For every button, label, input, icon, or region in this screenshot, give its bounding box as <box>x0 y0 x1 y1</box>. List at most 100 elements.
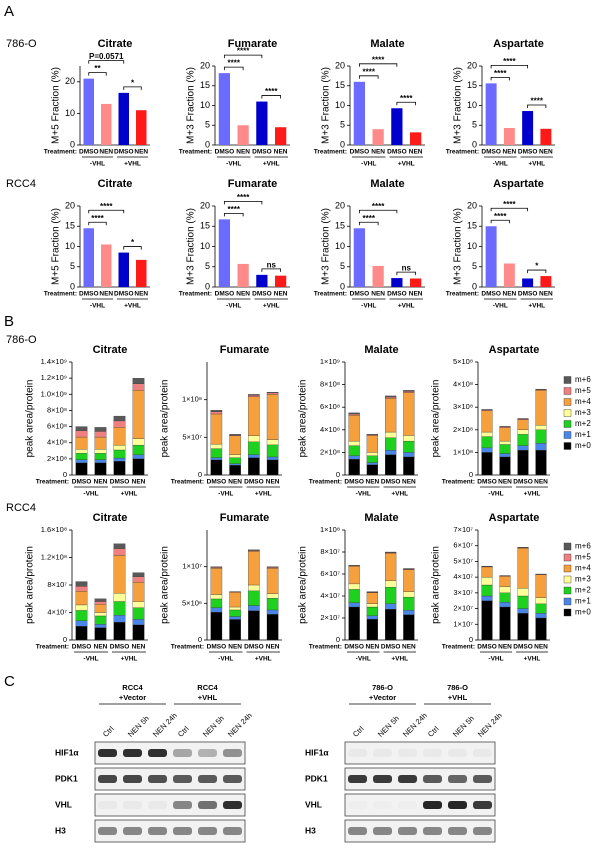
blot-band <box>173 801 192 809</box>
group-label: -VHL <box>488 491 503 498</box>
significance-label: **** <box>228 205 241 214</box>
x-axis-label: Treatment: <box>44 291 77 298</box>
bar-segment <box>481 595 493 601</box>
blot-band <box>123 775 142 783</box>
bar-segment <box>535 617 547 641</box>
x-tick-label: NEN <box>371 291 385 298</box>
bar-segment <box>403 435 415 442</box>
y-tick-label: 15 <box>467 221 477 231</box>
y-tick-label: 0 <box>70 281 75 291</box>
significance-label: ns <box>402 264 412 273</box>
x-tick-label: NEN <box>498 479 512 486</box>
significance-label: * <box>131 238 135 247</box>
blot-band <box>423 827 442 835</box>
x-tick-label: DMSO <box>518 149 538 156</box>
blot-frame <box>344 741 496 765</box>
bar-segment <box>535 443 547 451</box>
y-tick-label: 2×10⁸ <box>320 447 340 456</box>
bar-segment <box>403 596 415 611</box>
bar-segment <box>384 449 397 455</box>
x-tick-label: NEN <box>236 149 250 156</box>
blot-frame <box>94 767 246 791</box>
blot-band <box>123 749 142 757</box>
blot-band <box>173 749 192 757</box>
y-tick-label: 1.4×10⁹ <box>41 357 67 366</box>
bar-segment <box>517 608 529 614</box>
y-tick-label: 0 <box>63 635 67 644</box>
y-tick-label: 0 <box>63 470 67 479</box>
chart-title: Aspartate <box>493 38 544 50</box>
significance-label: **** <box>363 214 376 223</box>
y-axis-label: peak area/protein <box>25 380 36 458</box>
blot-band <box>398 749 417 757</box>
x-axis-label: Treatment: <box>309 644 342 651</box>
bar-segment <box>229 619 241 641</box>
x-tick-label: NEN <box>99 291 113 298</box>
blot-band <box>448 775 467 783</box>
significance-label: **** <box>531 97 544 106</box>
significance-bracket <box>123 246 142 250</box>
bar-segment <box>229 463 241 466</box>
bar-segment <box>499 440 511 445</box>
lane-label: NEN 5h <box>126 714 151 739</box>
lane-label: NEN 5h <box>201 714 226 739</box>
y-tick-label: 0 <box>198 635 202 644</box>
blot-band <box>98 749 117 757</box>
legend-label: m+4 <box>575 397 591 406</box>
x-axis-label: Treatment: <box>442 479 475 486</box>
bar-segment <box>132 444 145 455</box>
x-tick-label: DMSO <box>72 479 92 486</box>
bar-segment <box>266 392 279 395</box>
bar-segment <box>348 414 360 442</box>
bar <box>522 278 534 287</box>
bar-segment <box>94 459 107 464</box>
y-tick-label: 20 <box>65 76 75 86</box>
legend-label: m+1 <box>575 430 591 439</box>
group-label: -VHL <box>90 303 105 310</box>
bar-segment <box>113 461 126 476</box>
bar-segment <box>366 455 378 463</box>
x-axis-label: Treatment: <box>314 291 347 298</box>
group-label: -VHL <box>218 491 233 498</box>
significance-bracket <box>358 209 398 214</box>
bar-segment <box>113 593 126 602</box>
y-tick-label: 6×10⁸ <box>47 422 67 431</box>
y-tick-label: 20 <box>467 60 477 70</box>
bar-segment <box>132 458 145 476</box>
bar <box>118 252 129 287</box>
y-tick-label: 0 <box>70 139 75 149</box>
blot-band <box>148 827 167 835</box>
group-header: +VHL <box>198 693 218 702</box>
x-tick-label: NEN <box>94 479 108 486</box>
bar-segment <box>384 431 397 438</box>
x-tick-label: DMSO <box>387 149 407 156</box>
bar-segment <box>517 595 529 609</box>
x-axis-label: Treatment: <box>309 479 342 486</box>
y-tick-label: 4×10⁷ <box>320 591 340 600</box>
blot-frame <box>344 819 496 843</box>
x-tick-label: DMSO <box>381 479 401 486</box>
bar-segment <box>499 456 511 476</box>
chart-title: Aspartate <box>489 512 540 524</box>
blot-band <box>148 801 167 809</box>
group-header: +Vector <box>119 693 146 702</box>
bar-segment <box>113 543 126 549</box>
row-label: H3 <box>305 825 316 835</box>
blot-band <box>348 775 367 783</box>
y-axis-label: M+3 Fraction (%) <box>321 208 332 285</box>
chart-title: Citrate <box>93 344 128 356</box>
y-axis-label: peak area/protein <box>160 380 171 458</box>
significance-bracket <box>358 221 379 226</box>
bar-segment <box>266 456 279 461</box>
bar-segment <box>481 576 493 586</box>
bar-segment <box>384 551 397 553</box>
bar-segment <box>132 582 145 602</box>
row-label: VHL <box>55 799 72 809</box>
bar-segment <box>517 434 529 446</box>
row-label: PDK1 <box>55 773 78 783</box>
x-tick-label: DMSO <box>513 479 533 486</box>
y-tick-label: 8×10⁸ <box>47 405 67 414</box>
bar-segment <box>248 551 260 586</box>
group-label: -VHL <box>226 303 241 310</box>
blot-band <box>373 827 392 835</box>
